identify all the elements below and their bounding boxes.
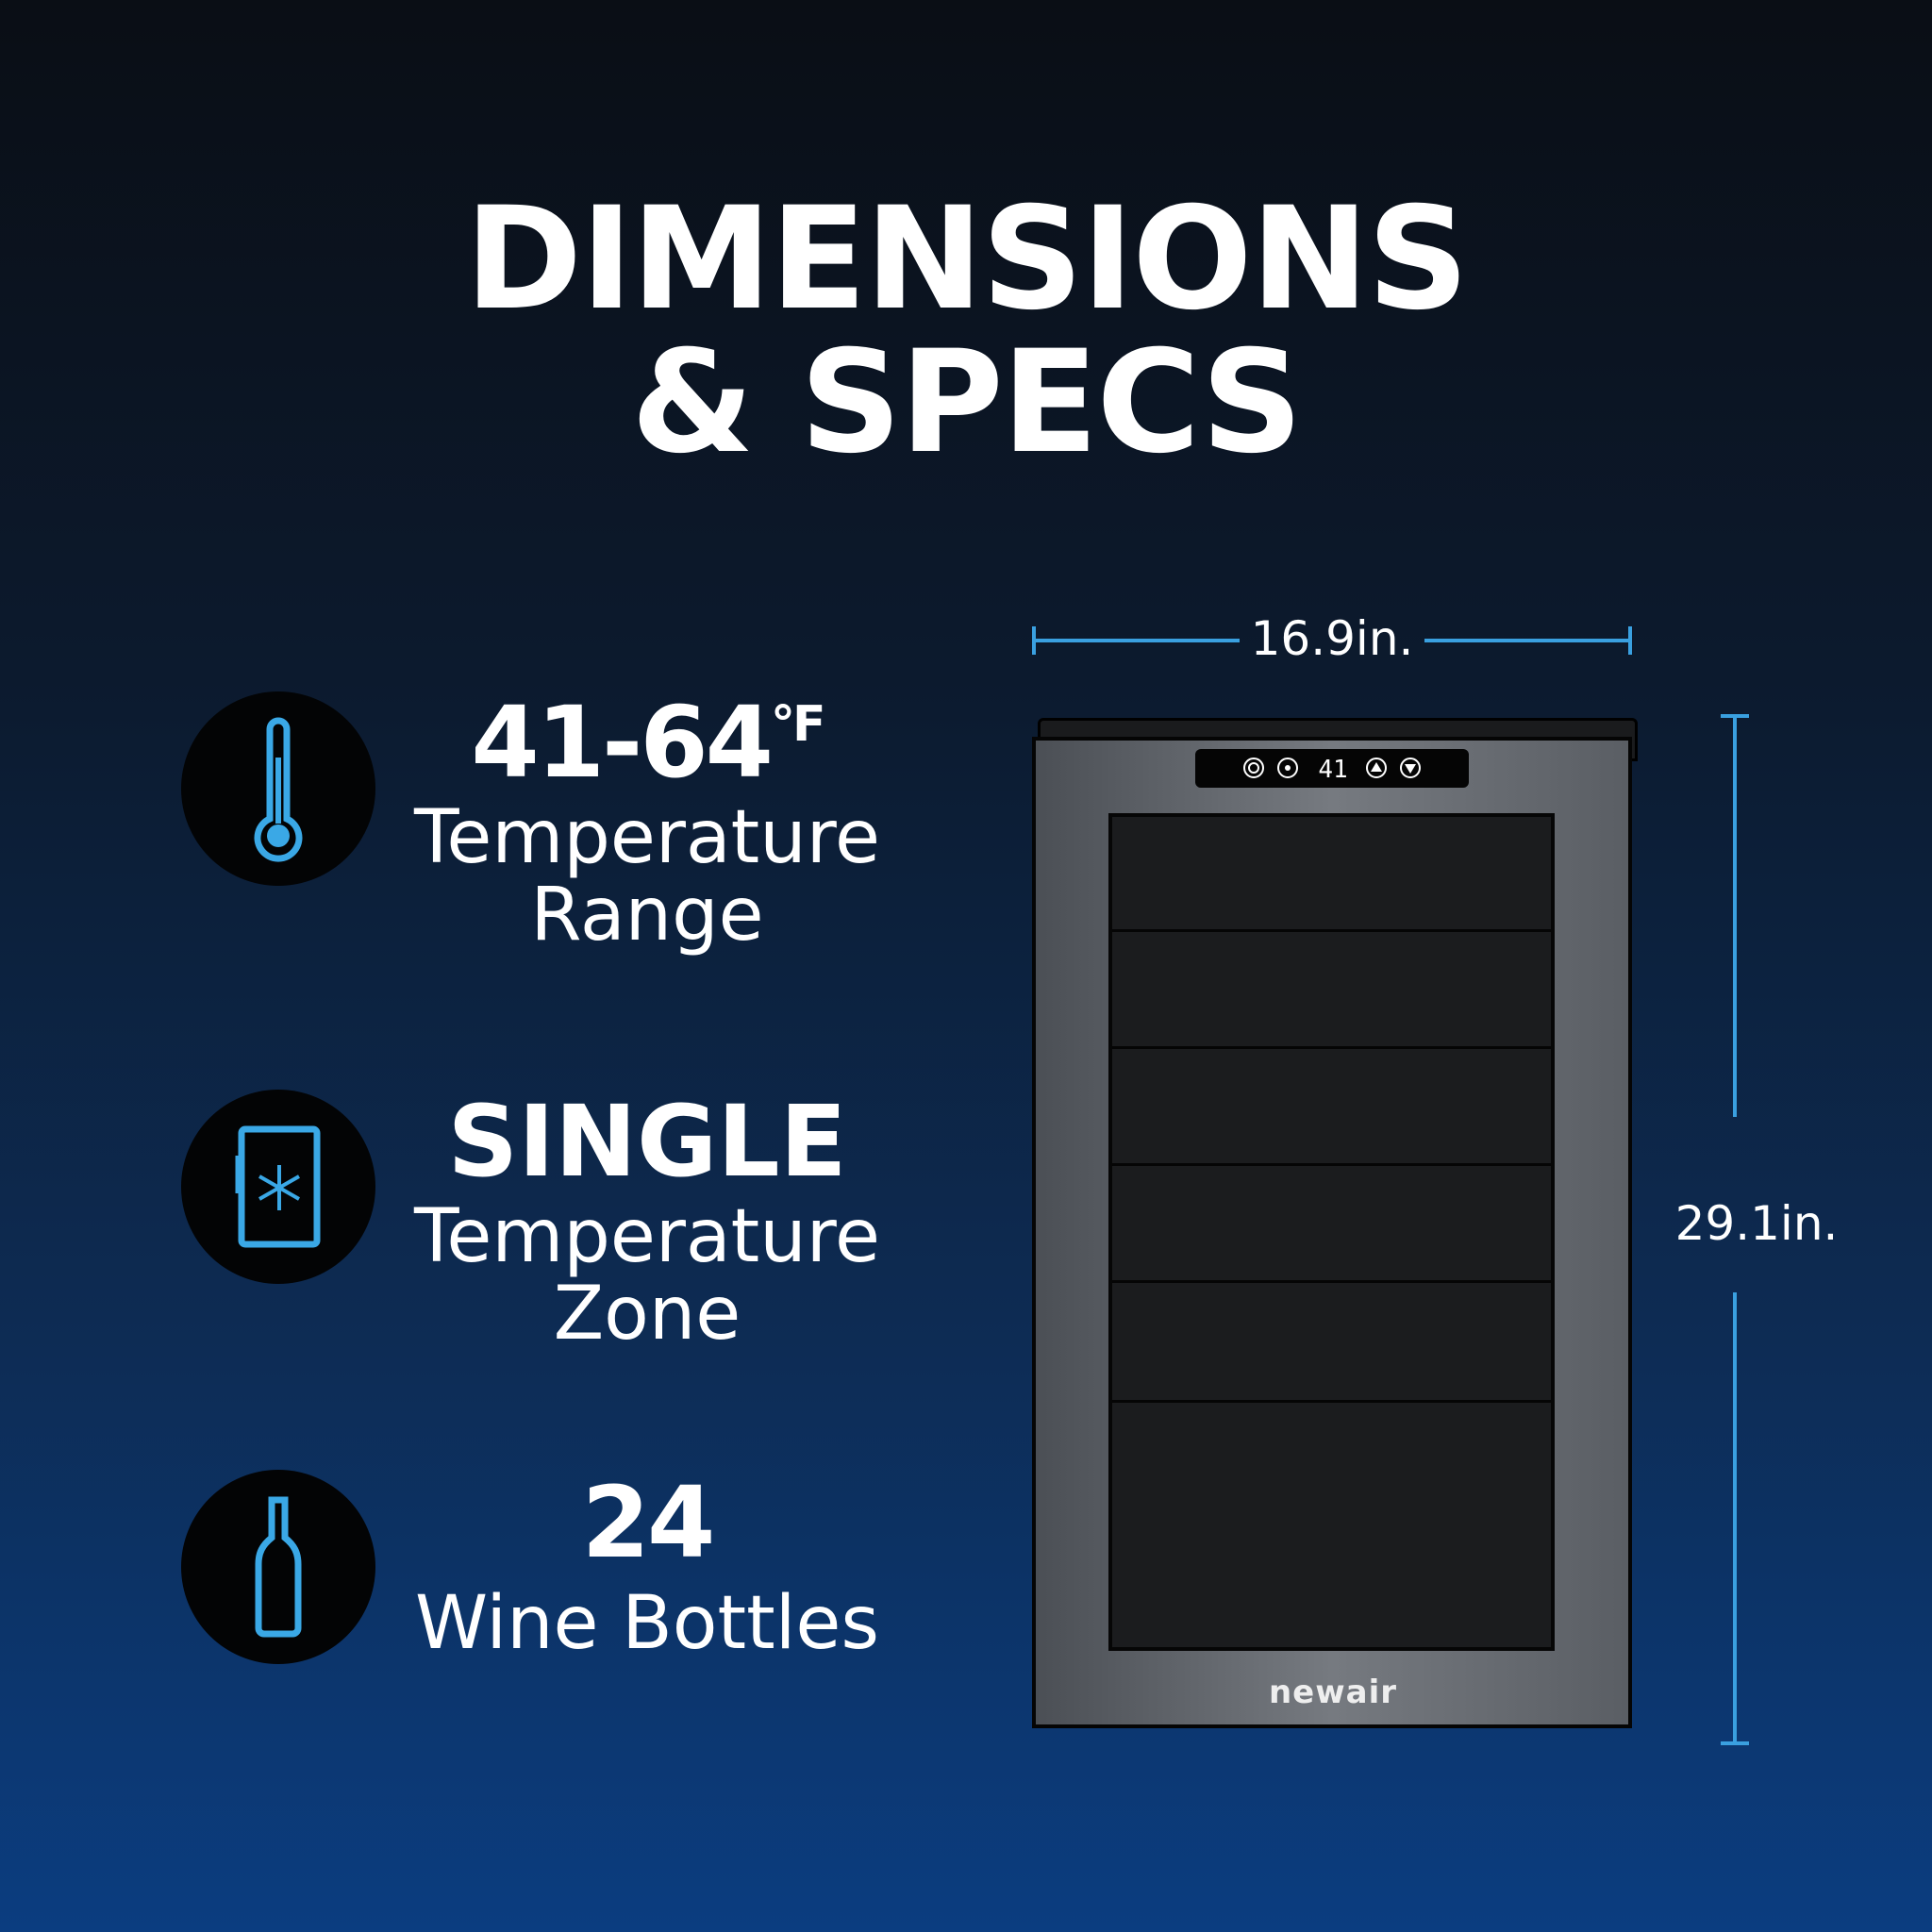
- shelf: [1112, 1046, 1551, 1049]
- control-panel: 41: [1195, 749, 1469, 788]
- fridge-snowflake-icon: [181, 1090, 375, 1284]
- down-arrow-icon: [1400, 758, 1421, 778]
- temp-range-value: 41-64: [471, 685, 774, 800]
- height-tick: [1721, 714, 1749, 718]
- up-arrow-icon: [1366, 758, 1387, 778]
- spec-label: Range: [530, 873, 764, 958]
- gear-icon: [1243, 758, 1264, 778]
- zone-value: SINGLE: [447, 1084, 847, 1199]
- spec-label: Temperature: [413, 795, 881, 880]
- temp-display: 41: [1318, 756, 1347, 784]
- spec-temperature-zone: SINGLE Temperature Zone: [364, 1092, 930, 1353]
- width-line-right: [1424, 639, 1632, 642]
- height-tick: [1721, 1741, 1749, 1745]
- shelf: [1112, 929, 1551, 932]
- thermometer-icon: [181, 691, 375, 886]
- height-label: 29.1in.: [1674, 1196, 1839, 1251]
- spec-label: Zone: [553, 1272, 741, 1357]
- shelf: [1112, 1280, 1551, 1283]
- spec-temperature-range: 41-64°F Temperature Range: [364, 693, 930, 954]
- light-icon: [1277, 758, 1298, 778]
- title-line2: & SPECS: [630, 321, 1303, 485]
- width-tick: [1032, 626, 1036, 655]
- glass-door: [1108, 813, 1555, 1651]
- bottle-count: 24: [581, 1465, 716, 1580]
- width-tick: [1628, 626, 1632, 655]
- spec-label: Temperature: [413, 1194, 881, 1279]
- temp-unit: °F: [771, 696, 826, 753]
- height-line-top: [1733, 716, 1737, 1117]
- shelf: [1112, 1400, 1551, 1403]
- spec-bottle-capacity: 24 Wine Bottles: [364, 1474, 930, 1662]
- width-line-left: [1032, 639, 1240, 642]
- spec-label: Wine Bottles: [415, 1581, 879, 1666]
- brand-logo: newair: [1268, 1674, 1398, 1711]
- height-line-bottom: [1733, 1292, 1737, 1743]
- title-line1: DIMENSIONS: [464, 177, 1470, 341]
- wine-bottle-icon: [181, 1470, 375, 1664]
- shelf: [1112, 1163, 1551, 1166]
- width-label: 16.9in.: [1250, 611, 1414, 666]
